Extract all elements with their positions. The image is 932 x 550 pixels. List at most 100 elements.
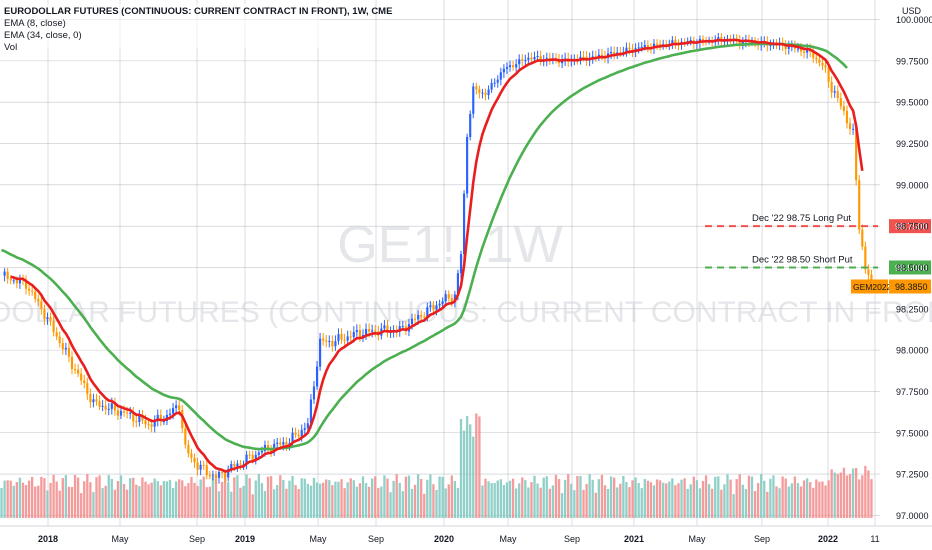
level-tag-long[interactable] — [889, 219, 931, 234]
volume-bar — [689, 484, 692, 518]
last-price-tag[interactable] — [889, 279, 931, 294]
candle-body — [689, 40, 692, 42]
candle-body — [276, 442, 279, 444]
price-levels[interactable]: Dec '22 98.75 Long Put 98.7500 Dec '22 98.… — [705, 213, 931, 294]
volume-bar — [778, 488, 781, 518]
candle-body — [52, 320, 55, 333]
candle-body — [306, 423, 309, 429]
time-axis[interactable]: 2018 May Sep 2019 May Sep 2020 May Sep 2021 May Sep… — [0, 525, 932, 544]
volume-bar — [272, 489, 276, 518]
volume-bar — [233, 477, 236, 518]
volume-bar — [530, 482, 533, 518]
candle-body — [260, 450, 263, 453]
volume-bar — [631, 480, 634, 518]
candle-body — [291, 432, 294, 444]
volume-bar — [462, 430, 466, 518]
volume-bar — [668, 481, 671, 518]
volume-bar — [401, 491, 404, 518]
volume-bar — [441, 476, 444, 518]
volume-bar — [386, 478, 389, 518]
candle-body — [787, 46, 790, 49]
candle-body — [806, 49, 809, 53]
volume-bar — [625, 482, 628, 518]
volume-bar — [738, 474, 741, 518]
candle-body — [270, 449, 273, 453]
volume-bar — [787, 486, 790, 518]
volume-bar — [251, 494, 254, 518]
last-price-symbol-tag[interactable] — [851, 279, 888, 294]
volume-bar — [548, 488, 552, 518]
volume-bar — [70, 486, 74, 518]
candle-body — [190, 453, 193, 458]
candle-body — [533, 56, 536, 60]
volume-bar — [236, 475, 239, 518]
volume-bar — [300, 478, 303, 518]
candle-body — [211, 474, 214, 476]
volume-bar — [717, 476, 720, 518]
volume-bar — [86, 474, 89, 518]
y-tick-label: 99.5000 — [896, 98, 929, 108]
volume-bar — [24, 485, 28, 518]
x-tick-label: Sep — [564, 534, 580, 544]
volume-bar — [594, 492, 597, 518]
volume-bar — [597, 479, 601, 518]
volume-bar — [383, 475, 386, 518]
x-tick-label: May — [499, 534, 517, 544]
legend-ema34[interactable]: EMA (34, close, 0) — [4, 30, 82, 41]
volume-bar — [815, 479, 818, 518]
volume-bar — [475, 413, 478, 518]
volume-bar — [858, 479, 861, 518]
legend-ema8[interactable]: EMA (8, close) — [4, 18, 66, 29]
volume-bar — [3, 480, 6, 518]
volume-bar — [55, 481, 58, 518]
volume-bar — [21, 482, 25, 518]
candle-body — [824, 65, 827, 68]
volume-bar — [355, 486, 359, 518]
candle-body — [450, 298, 453, 303]
volume-bar — [554, 474, 558, 518]
candle-body — [561, 60, 564, 64]
candle-body — [512, 65, 515, 68]
volume-bar — [864, 465, 867, 518]
volume-bar — [447, 484, 450, 518]
y-tick-label: 98.0000 — [896, 346, 929, 356]
watermark-symbol: GE1!, 1W — [337, 216, 562, 274]
level-tag-short[interactable] — [889, 260, 931, 275]
candle-body — [358, 330, 361, 338]
volume-bar — [331, 485, 334, 518]
volume-bar — [649, 482, 653, 518]
volume-bar — [704, 475, 708, 518]
candle-body — [230, 463, 233, 469]
volume-bar — [732, 494, 735, 518]
candle-body — [144, 420, 147, 425]
candle-body — [539, 56, 542, 61]
volume-bar — [285, 488, 288, 518]
volume-bar — [184, 486, 187, 518]
candle-body — [138, 415, 141, 422]
legend-volume[interactable]: Vol — [4, 42, 17, 53]
candle-body — [70, 356, 74, 370]
volume-bar — [202, 476, 205, 518]
price-axis[interactable]: 100.0000 99.7500 99.5000 99.2500 99.0000 98.7… — [896, 15, 932, 521]
volume-bar — [95, 477, 98, 518]
candle-body — [858, 180, 861, 230]
y-tick-label: 98.5000 — [896, 263, 929, 273]
candle-body — [122, 411, 126, 413]
volume-bar — [766, 491, 769, 518]
volume-bar — [854, 468, 858, 518]
volume-bar — [472, 436, 475, 518]
volume-bar — [536, 483, 539, 518]
volume-bar — [245, 474, 248, 518]
volume-bar — [178, 479, 181, 518]
candle-body — [383, 325, 386, 329]
volume-bar — [588, 474, 591, 518]
volume-bar — [30, 476, 34, 518]
candle-body — [505, 67, 509, 69]
candle-body — [227, 468, 230, 478]
candle-body — [429, 305, 432, 308]
volume-bar — [450, 475, 453, 518]
x-tick-label: 2022 — [818, 534, 838, 544]
candle-body — [346, 336, 349, 341]
volume-bar — [438, 476, 441, 518]
y-tick-label: 97.7500 — [896, 387, 929, 397]
